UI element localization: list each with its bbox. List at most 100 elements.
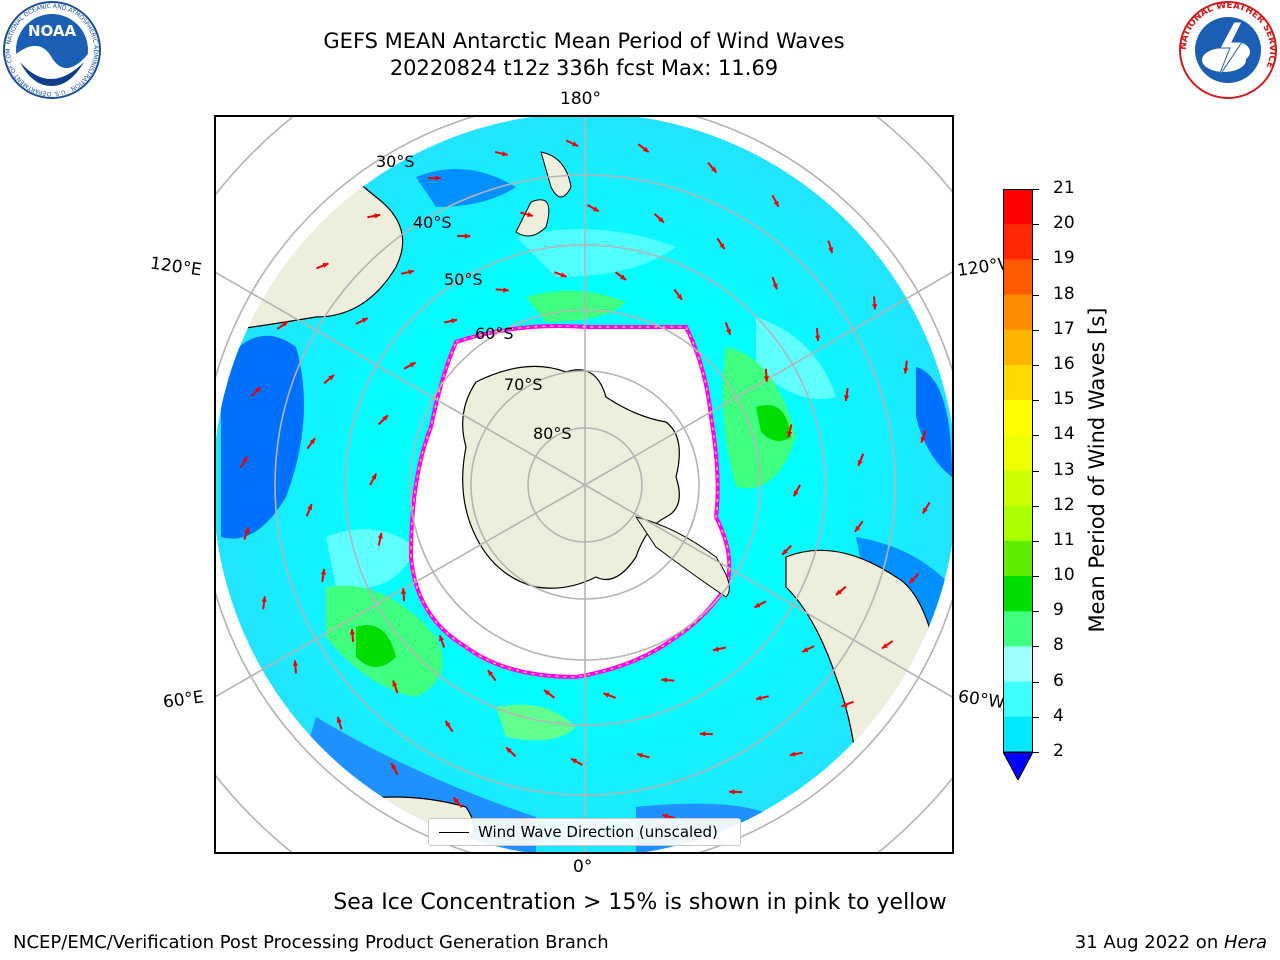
colorbar-tick-mark xyxy=(1033,646,1039,648)
colorbar-band xyxy=(1003,294,1033,331)
wind-wave-arrowhead xyxy=(501,151,508,157)
wind-wave-arrowhead xyxy=(451,318,457,324)
lon-label-60e: 60°E xyxy=(161,687,206,713)
low-period-region xyxy=(221,335,304,539)
wind-wave-arrowhead xyxy=(658,217,665,223)
wind-wave-arrowhead xyxy=(726,328,731,335)
wind-wave-arrowhead xyxy=(881,643,888,649)
wind-wave-arrowhead xyxy=(328,374,335,381)
colorbar-tick-label: 21 xyxy=(1053,178,1075,198)
wind-wave-arrowhead xyxy=(909,577,916,584)
colorbar-extend-arrow xyxy=(1003,751,1033,780)
wind-wave-arrowhead xyxy=(857,459,863,466)
wind-wave-arrowhead xyxy=(802,647,809,652)
wind-wave-arrows xyxy=(239,139,931,831)
wind-wave-arrowhead xyxy=(487,670,494,677)
colorbar-band xyxy=(1003,576,1033,612)
colorbar-tick-label: 19 xyxy=(1053,248,1075,269)
colorbar-band xyxy=(1003,505,1033,542)
lat-label-60s: 60°S xyxy=(475,324,514,343)
colorbar-tick-label: 18 xyxy=(1053,283,1075,304)
wind-wave-arrowhead xyxy=(349,628,355,635)
lon-label-180: 180° xyxy=(560,89,601,109)
map-legend: Wind Wave Direction (unscaled) xyxy=(428,818,741,846)
colorbar-tick-mark xyxy=(1033,505,1039,507)
colorbar-tick-mark xyxy=(1033,259,1039,261)
colorbar-tick-mark xyxy=(1033,224,1039,226)
colorbar-band xyxy=(1003,470,1033,507)
colorbar-tick-mark xyxy=(1033,470,1039,472)
colorbar-tick-mark xyxy=(1033,681,1039,683)
wind-wave-arrowhead xyxy=(320,569,326,575)
wind-wave-arrowhead xyxy=(322,263,329,268)
colorbar-tick-mark xyxy=(1033,540,1039,542)
wind-wave-arrowhead xyxy=(793,490,799,497)
colorbar-tick-label: 17 xyxy=(1053,318,1075,339)
wind-wave-arrowhead xyxy=(503,287,509,293)
colorbar-tick-mark xyxy=(1033,329,1039,331)
colorbar-tick-mark xyxy=(1033,435,1039,437)
colorbar-band xyxy=(1003,259,1033,296)
colorbar-band xyxy=(1003,681,1033,718)
wind-wave-arrowhead xyxy=(642,146,649,153)
wind-wave-arrowhead xyxy=(244,527,250,534)
wind-wave-arrowhead xyxy=(309,438,316,445)
colorbar-tick-label: 4 xyxy=(1053,705,1064,726)
colorbar-band xyxy=(1003,540,1033,577)
wind-wave-arrowhead xyxy=(815,335,821,342)
noaa-logo-text: NOAA xyxy=(28,22,77,40)
wind-wave-arrowhead xyxy=(841,702,848,707)
wind-wave-arrowhead xyxy=(377,532,383,539)
wind-wave-arrowhead xyxy=(392,680,398,687)
colorbar-tick-label: 14 xyxy=(1053,424,1075,445)
colorbar-tick-mark xyxy=(1033,611,1039,613)
wind-wave-arrowhead xyxy=(719,243,725,250)
wind-wave-arrowhead xyxy=(620,274,627,280)
wind-wave-arrowhead xyxy=(505,747,512,753)
colorbar-tick-mark xyxy=(1033,400,1039,402)
nws-logo: NATIONAL WEATHER SERVICE xyxy=(1176,0,1280,104)
wind-wave-arrowhead xyxy=(754,602,761,608)
chart-subtitle: 20220824 t12z 336h fcst Max: 11.69 xyxy=(389,56,779,80)
wind-wave-arrowhead xyxy=(282,321,289,327)
colorbar-band xyxy=(1003,329,1033,366)
wind-wave-arrowhead xyxy=(336,716,342,723)
lat-label-30s: 30°S xyxy=(376,152,415,171)
colorbar-tick-label: 9 xyxy=(1053,600,1064,621)
wind-wave-arrowhead xyxy=(789,751,796,757)
colorbar-band xyxy=(1003,611,1033,647)
wind-wave-arrowhead xyxy=(374,213,381,219)
colorbar-band xyxy=(1003,189,1033,225)
wind-wave-arrowhead xyxy=(435,175,441,181)
sea-ice-caption: Sea Ice Concentration > 15% is shown in … xyxy=(333,890,947,915)
legend-line-sample xyxy=(439,832,469,833)
colorbar-tick-mark xyxy=(1033,189,1039,190)
wind-wave-arrowhead xyxy=(527,212,534,218)
wind-wave-arrowhead xyxy=(242,456,248,463)
colorbar-tick-label: 20 xyxy=(1053,213,1075,234)
footer-date: 31 Aug 2022 on Hera xyxy=(1074,932,1267,953)
wind-wave-arrowhead xyxy=(844,395,850,401)
colorbar-band xyxy=(1003,716,1033,753)
wind-wave-arrowhead xyxy=(400,588,407,594)
colorbar-band xyxy=(1003,435,1033,471)
wind-wave-arrowhead xyxy=(592,206,599,212)
colorbar-label: Mean Period of Wind Waves [s] xyxy=(1085,307,1109,633)
colorbar-tick-label: 12 xyxy=(1053,494,1075,515)
wind-wave-arrowhead xyxy=(382,415,388,421)
wind-wave-arrowhead xyxy=(603,692,610,698)
polar-map xyxy=(214,115,954,854)
colorbar-tick-mark xyxy=(1033,752,1039,753)
colorbar-tick-label: 13 xyxy=(1053,459,1075,480)
wind-wave-arrowhead xyxy=(307,504,313,511)
lat-label-40s: 40°S xyxy=(413,213,452,232)
wind-wave-arrowhead xyxy=(729,789,735,795)
wind-wave-arrowhead xyxy=(782,549,788,555)
wind-wave-arrowhead xyxy=(662,813,669,819)
wind-wave-arrowhead xyxy=(439,635,444,642)
africa-land xyxy=(216,773,299,852)
colorbar-band xyxy=(1003,400,1033,436)
wind-wave-arrowhead xyxy=(787,431,793,438)
wind-wave-arrowhead xyxy=(699,731,706,737)
wind-wave-arrowhead xyxy=(571,758,578,764)
